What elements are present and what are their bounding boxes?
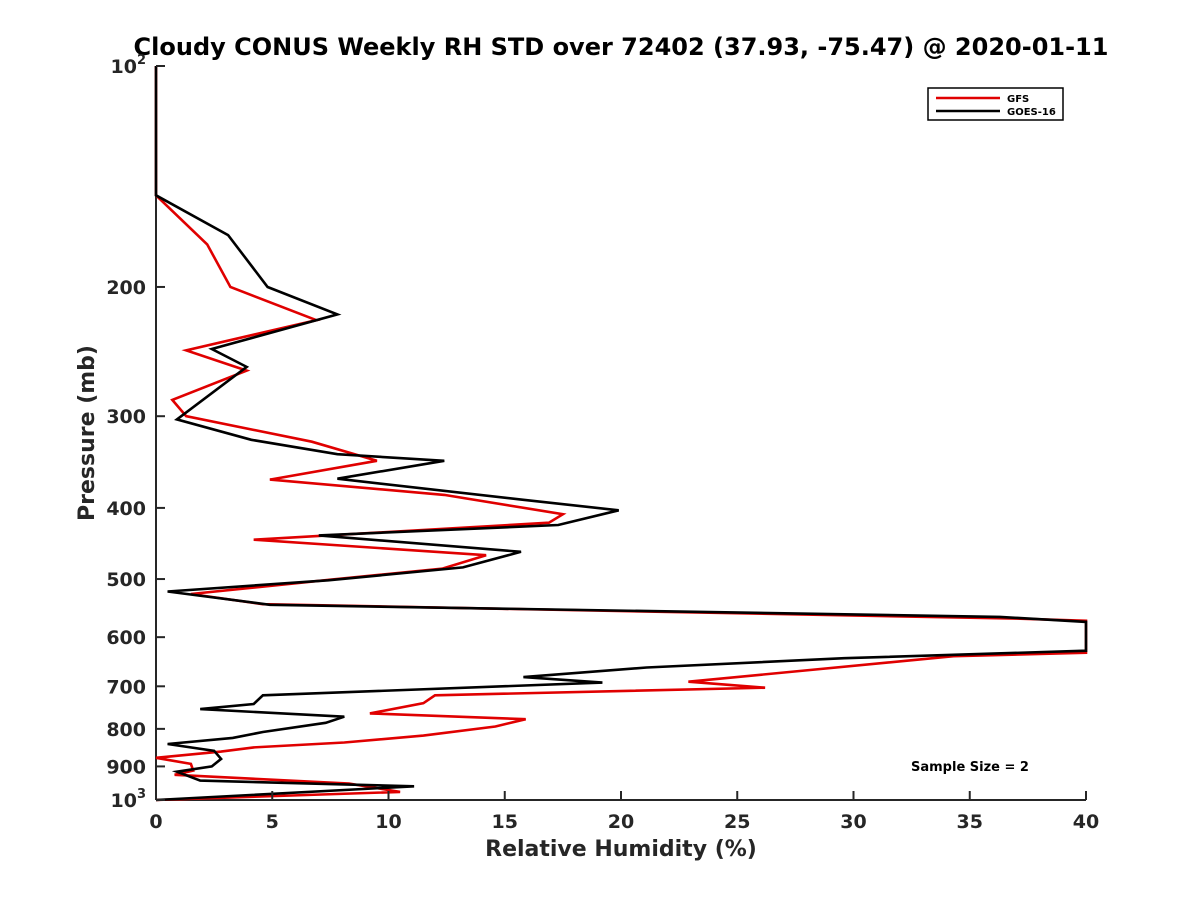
y-axis-label: Pressure (mb)	[75, 345, 100, 521]
x-ticks: 0 5 10 15 20 25 30 35 40	[149, 791, 1099, 833]
y-tick-label: 600	[106, 627, 146, 649]
y-tick-label: 102	[111, 53, 147, 78]
series-group	[154, 66, 1088, 802]
legend: GFS GOES-16	[927, 87, 1064, 121]
series-line-goes-16	[154, 66, 1088, 802]
x-tick-label: 25	[724, 811, 750, 833]
y-tick-label: 700	[106, 676, 146, 698]
x-tick-label: 5	[266, 811, 279, 833]
x-tick-label: 30	[840, 811, 866, 833]
y-tick-label: 300	[106, 406, 146, 428]
sample-size-annotation: Sample Size = 2	[911, 760, 1029, 775]
y-tick-label: 103	[111, 787, 147, 812]
legend-box	[927, 87, 1064, 121]
chart-title: Cloudy CONUS Weekly RH STD over 72402 (3…	[134, 33, 1109, 61]
x-tick-label: 35	[957, 811, 983, 833]
plot-area: 102 200 300 400 500 600 700 800 900 103 0 5 10 15 20 2…	[106, 53, 1099, 833]
y-ticks: 102 200 300 400 500 600 700 800 900 103	[106, 53, 165, 812]
y-tick-label: 400	[106, 498, 146, 520]
x-tick-label: 40	[1073, 811, 1099, 833]
legend-label-goes-16: GOES-16	[1007, 107, 1056, 118]
legend-label-gfs: GFS	[1007, 94, 1029, 105]
x-tick-label: 10	[375, 811, 401, 833]
y-tick-label: 500	[106, 569, 146, 591]
y-tick-label: 200	[106, 277, 146, 299]
x-tick-label: 0	[149, 811, 162, 833]
x-tick-label: 20	[608, 811, 634, 833]
x-axis-label: Relative Humidity (%)	[485, 837, 757, 862]
y-tick-label: 800	[106, 719, 146, 741]
y-tick-label: 900	[106, 756, 146, 778]
x-tick-label: 15	[492, 811, 518, 833]
